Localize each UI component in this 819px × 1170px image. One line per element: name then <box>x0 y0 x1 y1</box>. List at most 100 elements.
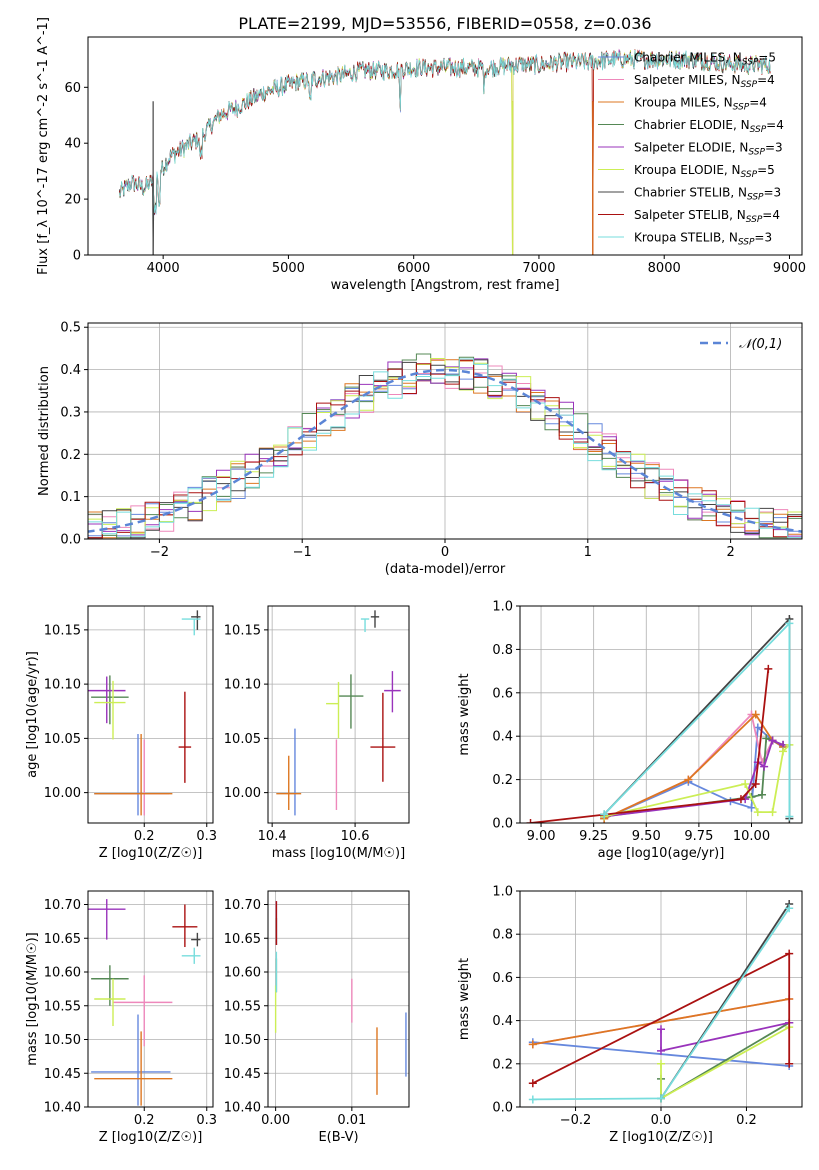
legend-label: Chabrier MILES, NSSP=5 <box>634 51 776 68</box>
x-tick-label: 0.01 <box>337 1113 366 1128</box>
x-tick-label: 6000 <box>397 261 430 276</box>
series-marker <box>779 747 788 756</box>
legend-label: Chabrier ELODIE, NSSP=4 <box>634 118 784 135</box>
y-tick-label: 10.50 <box>44 1033 81 1048</box>
y-axis-label: mass [log10(M/M☉)] <box>25 932 40 1065</box>
series-marker <box>657 1046 665 1055</box>
y-tick-label: 60 <box>64 81 81 96</box>
y-tick-label: 0.4 <box>492 730 513 745</box>
errorbar-point <box>384 671 401 713</box>
errorbar-point <box>181 618 201 636</box>
x-axis-label: mass [log10(M/M☉)] <box>272 846 405 861</box>
y-tick-label: 0.2 <box>60 448 81 463</box>
x-tick-label: 10.00 <box>733 829 770 844</box>
x-tick-label: 10.4 <box>258 829 287 844</box>
y-axis-label: mass weight <box>457 958 472 1040</box>
legend: Chabrier MILES, NSSP=5 Salpeter MILES, NS… <box>598 51 784 248</box>
x-tick-label: 9.75 <box>684 829 713 844</box>
legend-label: 𝒩(0,1) <box>739 337 782 352</box>
series-marker <box>785 812 794 821</box>
x-tick-label: 0.2 <box>736 1113 757 1128</box>
y-tick-label: 0.3 <box>60 405 81 420</box>
plot-area <box>274 901 407 1095</box>
series-marker <box>528 1095 537 1104</box>
series-marker <box>751 710 760 719</box>
errorbar-point <box>326 681 340 739</box>
errorbar-point <box>91 675 129 725</box>
x-axis-label: (data-model)/error <box>385 562 506 577</box>
series-marker <box>657 1094 665 1103</box>
chart-residual_hist: 𝒩(0,1) −2 −1 0 1 2 0.0 0.1 0.2 0.3 0.4 0.5 (data-mod… <box>37 321 803 577</box>
x-tick-label: 10.6 <box>341 829 370 844</box>
axes-frame <box>87 36 803 256</box>
plot-area <box>88 353 802 539</box>
y-tick-label: 0.6 <box>492 686 513 701</box>
errorbar-point <box>94 978 126 1026</box>
y-tick-label: 0.2 <box>492 773 513 788</box>
x-tick-label: 9000 <box>773 261 806 276</box>
legend: 𝒩(0,1) <box>700 337 782 352</box>
chart-weight_vs_Z: −0.2 0.0 0.2 0.0 0.2 0.4 0.6 0.8 1.0 Z [log10(Z/Z… <box>457 885 803 1145</box>
y-tick-label: 10.55 <box>44 999 81 1014</box>
series-marker <box>785 949 794 958</box>
series-marker <box>657 1025 665 1034</box>
y-tick-label: 10.10 <box>224 678 261 693</box>
chart-age_vs_Z: 0.2 0.3 10.00 10.05 10.10 10.15 Z [log10(Z/Z☉)… <box>25 605 217 861</box>
y-tick-label: 1.0 <box>492 885 513 900</box>
chart-age_vs_mass: 10.4 10.6 10.00 10.05 10.10 10.15 mass [log10(… <box>224 605 410 861</box>
errorbar-point <box>370 610 380 628</box>
errorbar-point <box>191 932 201 947</box>
y-tick-label: 10.60 <box>224 966 261 981</box>
series-marker <box>753 808 762 817</box>
errorbar-point <box>88 899 126 940</box>
axes-frame <box>267 605 410 824</box>
x-tick-label: 9.00 <box>527 829 556 844</box>
x-axis-label: E(B-V) <box>318 1130 358 1145</box>
series-marker <box>736 795 745 804</box>
series-marker <box>758 790 767 799</box>
y-tick-label: 10.70 <box>44 898 81 913</box>
x-tick-label: 1 <box>584 545 592 560</box>
errorbar-point <box>338 674 364 729</box>
x-tick-label: −2 <box>150 545 169 560</box>
series-marker <box>747 803 756 812</box>
plot-area <box>88 610 201 816</box>
errorbar-point <box>360 618 370 633</box>
y-tick-label: 10.05 <box>44 732 81 747</box>
y-tick-label: 10.15 <box>44 623 81 638</box>
legend-label: Salpeter STELIB, NSSP=4 <box>634 208 780 225</box>
axes-frame <box>87 890 214 1108</box>
y-tick-label: 10.40 <box>224 1101 261 1116</box>
x-tick-label: 5000 <box>272 261 305 276</box>
y-tick-label: 10.60 <box>44 966 81 981</box>
errorbar-point <box>276 755 302 810</box>
series-marker <box>600 810 609 819</box>
y-tick-label: 10.55 <box>224 999 261 1014</box>
errorbar-point <box>370 692 396 782</box>
spectrum-line <box>118 49 771 215</box>
y-tick-label: 0.6 <box>492 971 513 986</box>
x-tick-label: 0.00 <box>261 1113 290 1128</box>
y-tick-label: 0.4 <box>492 1014 513 1029</box>
errorbar-point <box>113 975 173 1047</box>
histogram-step <box>88 358 802 539</box>
axes-frame <box>267 890 410 1108</box>
y-tick-label: 10.00 <box>44 786 81 801</box>
series-marker <box>684 775 693 784</box>
legend-label: Salpeter MILES, NSSP=4 <box>634 73 775 90</box>
x-axis-label: Z [log10(Z/Z☉)] <box>99 1130 203 1145</box>
errorbar-point <box>94 680 126 740</box>
y-tick-label: 10.70 <box>224 898 261 913</box>
plot-area <box>276 610 401 816</box>
x-tick-label: 9.50 <box>632 829 661 844</box>
y-axis-label: mass weight <box>457 673 472 755</box>
x-tick-label: 0.2 <box>134 829 155 844</box>
legend-label: Chabrier STELIB, NSSP=3 <box>634 186 781 203</box>
series-marker <box>741 779 750 788</box>
x-tick-label: 8000 <box>648 261 681 276</box>
errorbar-point <box>94 734 173 816</box>
errorbar-point <box>172 904 198 948</box>
y-tick-label: 1.0 <box>492 600 513 615</box>
y-tick-label: 10.45 <box>44 1067 81 1082</box>
series-marker <box>751 779 760 788</box>
